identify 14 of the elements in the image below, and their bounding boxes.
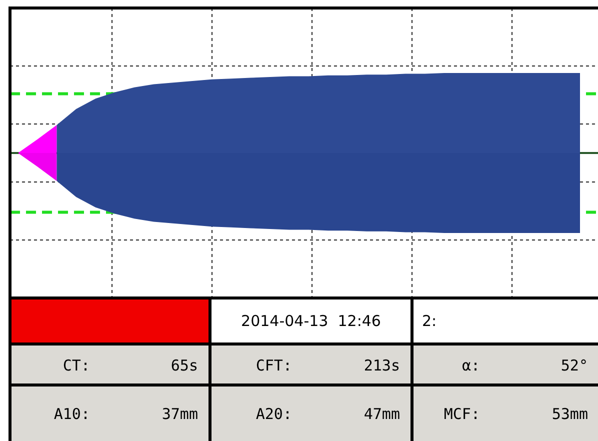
text: 47mm [364,405,400,423]
text: A10: [54,405,90,423]
text: 213s [364,356,400,374]
text: 52° [560,356,588,374]
text: 37mm [162,405,198,423]
text: CT: [62,356,90,374]
text: α: [462,356,480,374]
text: 65s [170,356,198,374]
text: 2: [422,312,437,330]
text: A20: [256,405,292,423]
text: MCF: [444,405,480,423]
text: 53mm [552,405,588,423]
text: 2014-04-13 12:46 [241,312,381,330]
text: CFT: [256,356,292,374]
